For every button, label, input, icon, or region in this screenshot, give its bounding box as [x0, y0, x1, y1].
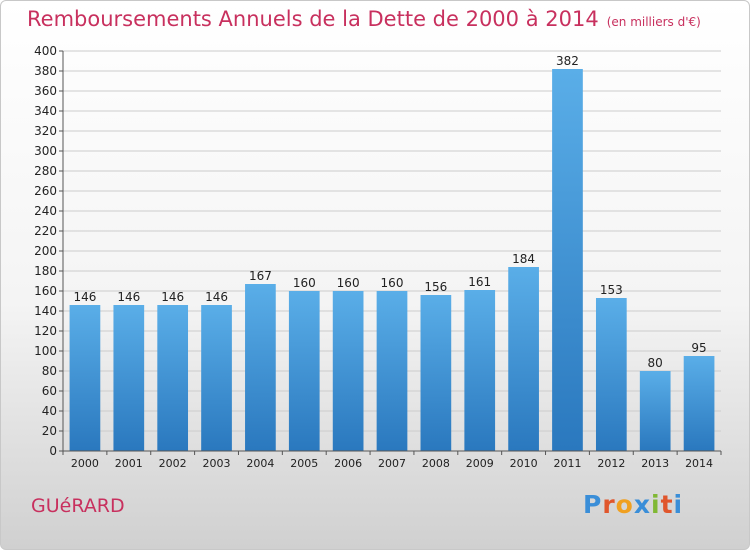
- bar-2009: [464, 290, 496, 451]
- chart-subtitle: (en milliers d'€): [606, 15, 701, 29]
- y-axis-ticks: 0 20 40 60 80 100 120 140 160 180 200 220 240 260 280 3…: [34, 44, 63, 458]
- bar-2008: [420, 295, 452, 451]
- bar-2013: [639, 371, 671, 451]
- x-tick-label-2003: 2003: [203, 457, 231, 470]
- y-tick-label: 200: [34, 244, 57, 258]
- axes: [62, 51, 721, 452]
- y-tick-label: 380: [34, 64, 57, 78]
- x-tick-label-2009: 2009: [466, 457, 494, 470]
- bar-2002: [157, 305, 189, 451]
- y-tick-label: 340: [34, 104, 57, 118]
- bar-2011: [552, 69, 583, 451]
- y-tick-label: 120: [34, 324, 57, 338]
- bar-2005: [288, 291, 320, 451]
- bar-2000: [69, 305, 101, 451]
- city-name: GUéRARD: [31, 495, 125, 517]
- x-tick-label-2011: 2011: [553, 457, 581, 470]
- bar-2004: [245, 284, 276, 451]
- bar-2001: [113, 305, 145, 451]
- bar-2006: [332, 291, 364, 451]
- y-tick-label: 140: [34, 304, 57, 318]
- data-label-2001: 146: [117, 290, 140, 304]
- data-label-2004: 167: [249, 269, 272, 283]
- y-tick-label: 260: [34, 184, 57, 198]
- x-tick-label-2006: 2006: [334, 457, 362, 470]
- bar-2010: [508, 267, 539, 451]
- x-tick-label-2007: 2007: [378, 457, 406, 470]
- bar-2012: [595, 298, 627, 451]
- x-tick-label-2005: 2005: [290, 457, 318, 470]
- data-label-2009: 161: [468, 275, 491, 289]
- x-tick-label-2013: 2013: [641, 457, 669, 470]
- bar-2014: [683, 356, 715, 451]
- y-tick-label: 280: [34, 164, 57, 178]
- chart-title: Remboursements Annuels de la Dette de 20…: [27, 7, 701, 31]
- y-tick-label: 220: [34, 224, 57, 238]
- chart-title-text: Remboursements Annuels de la Dette de 20…: [27, 7, 599, 31]
- logo-letter: t: [660, 490, 674, 519]
- data-label-2013: 80: [648, 356, 663, 370]
- data-label-2005: 160: [293, 276, 316, 290]
- data-label-2008: 156: [424, 280, 447, 294]
- y-tick-label: 20: [42, 424, 57, 438]
- y-tick-label: 180: [34, 264, 57, 278]
- x-axis-ticks: 2000 2001 2002 2003 2004 2005 2006 2007 2008 2009…: [62, 451, 722, 470]
- logo-letter: r: [602, 490, 616, 519]
- data-label-2014: 95: [691, 341, 706, 355]
- data-label-2006: 160: [337, 276, 360, 290]
- x-tick-label-2010: 2010: [510, 457, 538, 470]
- y-tick-label: 300: [34, 144, 57, 158]
- x-tick-label-2014: 2014: [685, 457, 713, 470]
- y-tick-label: 100: [34, 344, 57, 358]
- y-tick-label: 320: [34, 124, 57, 138]
- logo-letter: P: [583, 490, 603, 519]
- bar-2003: [201, 305, 232, 451]
- x-tick-label-2012: 2012: [597, 457, 625, 470]
- proxiti-logo: Proxiti: [583, 490, 683, 519]
- data-label-2012: 153: [600, 283, 623, 297]
- y-tick-label: 240: [34, 204, 57, 218]
- data-labels: 146 146 146 146 167 160 160 160 156 161 184 382 153 8…: [73, 54, 706, 370]
- data-label-2000: 146: [73, 290, 96, 304]
- y-tick-label: 360: [34, 84, 57, 98]
- logo-letter: i: [673, 490, 684, 519]
- y-tick-label: 80: [42, 364, 57, 378]
- y-tick-label: 160: [34, 284, 57, 298]
- y-tick-label: 400: [34, 44, 57, 58]
- data-label-2002: 146: [161, 290, 184, 304]
- x-tick-label-2002: 2002: [159, 457, 187, 470]
- logo-letter: i: [651, 490, 661, 519]
- y-tick-label: 0: [49, 444, 57, 458]
- data-label-2011: 382: [556, 54, 579, 68]
- y-tick-label: 40: [42, 404, 57, 418]
- logo-letter: x: [633, 490, 651, 519]
- data-label-2007: 160: [381, 276, 404, 290]
- x-tick-label-2000: 2000: [71, 457, 99, 470]
- logo-letter: o: [615, 490, 634, 519]
- data-label-2003: 146: [205, 290, 228, 304]
- x-tick-label-2008: 2008: [422, 457, 450, 470]
- bars: [69, 69, 715, 451]
- x-tick-label-2004: 2004: [246, 457, 274, 470]
- x-tick-label-2001: 2001: [115, 457, 143, 470]
- data-label-2010: 184: [512, 252, 535, 266]
- bar-2007: [376, 291, 408, 451]
- y-tick-label: 60: [42, 384, 57, 398]
